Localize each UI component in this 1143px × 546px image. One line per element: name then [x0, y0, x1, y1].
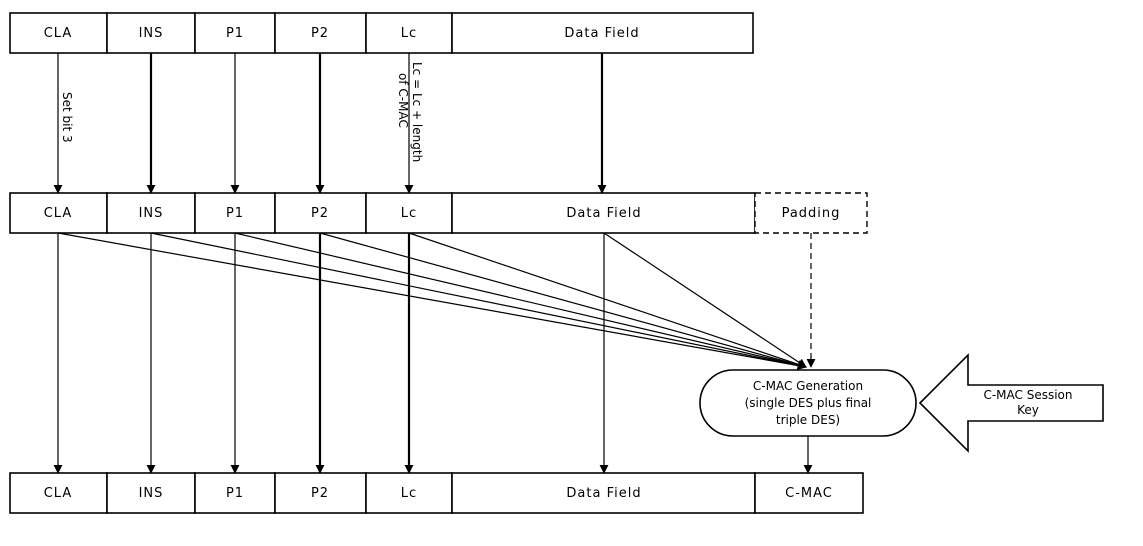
modified-ins-label: INS — [139, 206, 164, 221]
original-lc-label: Lc — [401, 26, 417, 41]
final-p1-label: P1 — [226, 486, 244, 501]
ins-to-generator-line — [150, 232, 807, 370]
original-p1-label: P1 — [226, 26, 244, 41]
modified-data-field-label: Data Field — [566, 206, 641, 221]
lc-rule-annotation-line1: Lc = Lc + length — [410, 62, 424, 162]
lc-rule-annotation-line2: of C-MAC — [396, 73, 410, 128]
final-lc-label: Lc — [401, 486, 417, 501]
row2-to-row3-arrows — [53, 233, 609, 474]
final-p2-cell — [274, 472, 367, 514]
original-cla-cell — [9, 12, 108, 54]
original-p2-label: P2 — [311, 26, 329, 41]
final-ins-label: INS — [139, 486, 164, 501]
final-data-field-cell — [451, 472, 756, 514]
modified-apdu-row: CLA INS P1 P2 Lc Data Field Padding — [9, 192, 868, 234]
final-data-field-label: Data Field — [566, 486, 641, 501]
set-bit-annotation: Set bit 3 — [60, 92, 74, 143]
final-p1-cell — [194, 472, 276, 514]
session-key-line1: C-MAC Session — [983, 388, 1072, 402]
session-key-arrow-shape — [918, 353, 1104, 453]
p2-to-generator-line — [319, 232, 807, 370]
modified-p2-label: P2 — [311, 206, 329, 221]
original-ins-label: INS — [139, 26, 164, 41]
original-apdu-row: CLA INS P1 P2 Lc Data Field — [9, 12, 754, 54]
final-cla-cell — [9, 472, 108, 514]
modified-cla-label: CLA — [44, 206, 73, 221]
cmac-generation-block: C-MAC Generation (single DES plus final … — [699, 369, 917, 437]
original-ins-cell — [106, 12, 196, 54]
cmac-cell — [754, 472, 864, 514]
final-cla-label: CLA — [44, 486, 73, 501]
modified-cla-cell — [9, 192, 108, 234]
original-data-field-cell — [451, 12, 754, 54]
modified-ins-cell — [106, 192, 196, 234]
modified-p2-cell — [274, 192, 367, 234]
final-p2-label: P2 — [311, 486, 329, 501]
mac-input-fan-lines — [57, 232, 816, 371]
modified-lc-label: Lc — [401, 206, 417, 221]
final-apdu-row: CLA INS P1 P2 Lc Data Field C-MAC — [9, 472, 864, 514]
lc-to-generator-line — [408, 232, 807, 369]
cmac-generation-line2: (single DES plus final — [745, 396, 872, 410]
row1-to-row2-arrows — [53, 53, 607, 194]
cmac-label: C-MAC — [785, 486, 833, 501]
padding-label: Padding — [782, 206, 841, 221]
modified-p1-label: P1 — [226, 206, 244, 221]
final-ins-cell — [106, 472, 196, 514]
p1-to-generator-line — [234, 232, 807, 370]
modified-data-field-cell — [451, 192, 756, 234]
cmac-generation-line3: triple DES) — [776, 413, 840, 427]
cmac-generation-line1: C-MAC Generation — [753, 379, 863, 393]
original-data-field-label: Data Field — [564, 26, 639, 41]
cla-to-generator-line — [57, 232, 807, 371]
padding-cell — [754, 192, 868, 234]
original-cla-label: CLA — [44, 26, 73, 41]
data-to-generator-line — [603, 232, 807, 368]
session-key-block: C-MAC Session Key — [918, 353, 1104, 453]
session-key-line2: Key — [1017, 403, 1039, 417]
